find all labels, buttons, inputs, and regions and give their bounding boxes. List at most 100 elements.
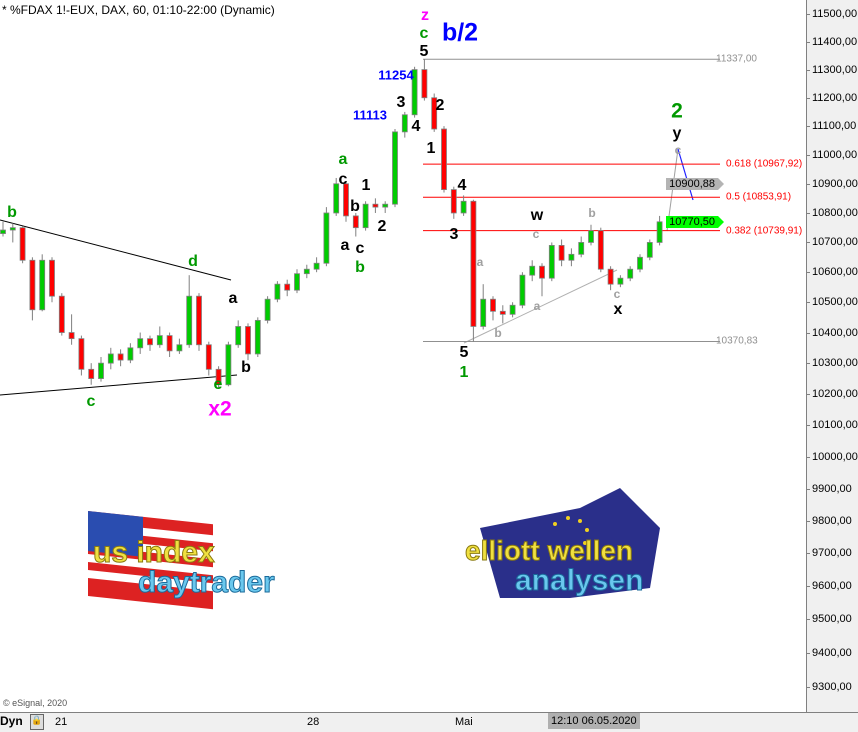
candle-body (343, 183, 349, 217)
candle-body (117, 353, 124, 361)
candle-body (480, 298, 487, 327)
wave-label: b (350, 198, 360, 215)
candle-body (88, 368, 95, 379)
candle-body (137, 338, 144, 349)
candle (401, 111, 408, 138)
wave-label: x2 (208, 397, 232, 421)
candle-body (421, 69, 428, 99)
svg-text:analysen: analysen (515, 564, 643, 597)
candle-body (392, 131, 398, 205)
candle-body (519, 274, 526, 306)
candle (617, 275, 624, 288)
candle (382, 201, 389, 213)
candle (333, 177, 340, 216)
candle-body (29, 259, 36, 311)
wave-label: 4 (411, 118, 421, 135)
wave-label: 1 (459, 364, 469, 381)
triangle-lower-line (0, 374, 238, 396)
candle-body (558, 245, 565, 261)
projection-line-down (677, 148, 694, 201)
candle (215, 366, 222, 388)
candle (646, 239, 653, 261)
candle (509, 302, 516, 318)
price-tag-value: 10900,88 (669, 177, 715, 190)
wave-label: 2 (435, 97, 445, 114)
candle-body (98, 362, 104, 379)
wave-label: x (613, 301, 623, 318)
wave-label: 1 (426, 140, 436, 157)
y-tick-label: 10400,00 (806, 326, 858, 339)
candle-body (313, 262, 320, 270)
candle-body (245, 326, 251, 355)
wave-label: d (188, 253, 198, 270)
price-level-label: 11337,00 (716, 53, 757, 65)
candle (284, 279, 291, 297)
candle-body (627, 268, 634, 279)
candle-body (9, 227, 16, 231)
candle (431, 93, 438, 132)
candle (166, 332, 173, 358)
wave-label: a (340, 237, 350, 254)
y-tick-label: 9400,00 (806, 646, 852, 659)
candle-body (450, 189, 457, 214)
triangle-upper-line (0, 219, 232, 281)
logo-us-index-daytrader: us index daytrader (88, 511, 276, 610)
candle-body (411, 69, 418, 116)
y-tick-label: 10300,00 (806, 357, 858, 370)
wave-label: y (672, 125, 682, 142)
chart-plot-area[interactable]: * %FDAX 1!-EUX, DAX, 60, 01:10-22:00 (Dy… (0, 0, 806, 712)
dynamic-mode-label[interactable]: Dyn (0, 714, 23, 728)
time-axis[interactable] (0, 712, 858, 732)
lock-icon[interactable]: 🔒 (30, 714, 44, 730)
price-note: 11254 (378, 67, 414, 83)
candle-body (225, 344, 232, 386)
candle (637, 254, 643, 273)
candle (607, 266, 614, 291)
svg-text:daytrader: daytrader (138, 566, 275, 599)
y-tick-label: 11300,00 (805, 63, 858, 76)
candle-body (656, 221, 663, 243)
candle (127, 343, 134, 364)
candle (656, 215, 663, 246)
price-axis[interactable] (806, 0, 858, 712)
candle (470, 199, 477, 342)
candle (529, 260, 536, 282)
x-tick-label: 28 (307, 716, 320, 728)
wave-label: c (674, 143, 682, 157)
candle (205, 341, 212, 376)
candle (392, 129, 398, 208)
wave-label-main: b/2 (441, 18, 479, 47)
y-tick-label: 11400,00 (805, 35, 858, 48)
candle (147, 335, 153, 351)
copyright: © eSignal, 2020 (3, 698, 68, 708)
candle (558, 239, 565, 267)
candle (196, 293, 202, 351)
x-tick-label: 21 (55, 716, 68, 728)
candle-body (147, 338, 153, 346)
wave-label: w (530, 207, 544, 224)
y-tick-label: 11100,00 (805, 120, 857, 133)
candle-body (490, 298, 496, 312)
candle-body (646, 242, 653, 258)
candle (568, 248, 575, 267)
wave-label: c (613, 287, 621, 301)
candle-body (303, 268, 310, 275)
candle-body (431, 97, 438, 130)
candle (58, 293, 65, 336)
y-tick-label: 9900,00 (806, 482, 852, 495)
candle (294, 269, 300, 294)
candle-body (539, 265, 545, 279)
candle (578, 236, 585, 258)
wave-label: 2 (671, 99, 683, 123)
candle-body (235, 326, 242, 346)
candle (264, 296, 271, 324)
candle-body (205, 344, 212, 370)
candle (480, 284, 487, 330)
y-tick-label: 11200,00 (805, 91, 858, 104)
wave-label: c (419, 25, 429, 42)
wave-label: a (228, 290, 238, 307)
fib-level-label: 0.618 (10967,92) (726, 158, 803, 170)
wave-label: b (355, 259, 365, 276)
x-tick-label: Mai (455, 716, 473, 728)
y-tick-label: 9600,00 (806, 580, 852, 593)
